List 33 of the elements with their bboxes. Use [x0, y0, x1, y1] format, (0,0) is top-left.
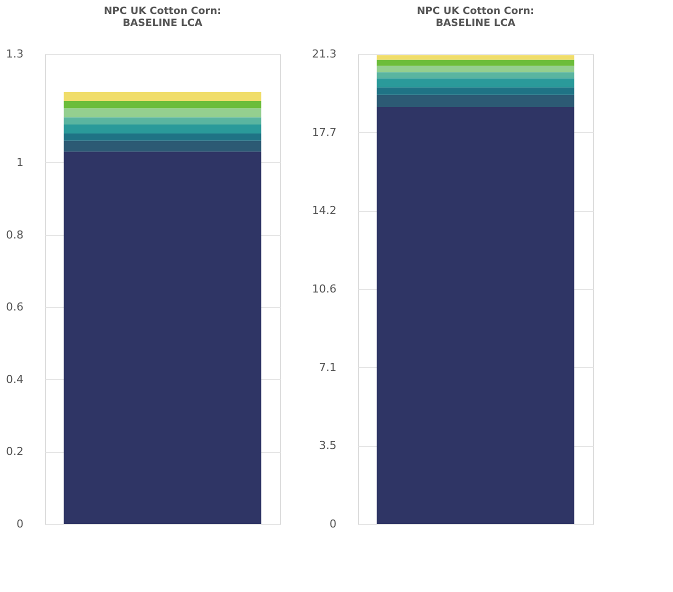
bar: [376, 94, 574, 107]
y-tick-label: 7.1: [319, 360, 336, 374]
y-tick-label: 10.6: [312, 282, 336, 296]
bar: [376, 55, 574, 60]
y-tick-label: 1: [16, 156, 24, 169]
bar: [64, 124, 262, 134]
y-tick-label: 21.3: [312, 48, 336, 60]
y-tick-label: 0.4: [6, 372, 24, 386]
y-tick-label: 0: [330, 518, 336, 530]
y-tick-label: 14.2: [312, 204, 336, 218]
y-tick-label: 0: [16, 518, 24, 530]
y-tick-label: 1.3: [6, 48, 24, 60]
bar: [376, 60, 574, 66]
bar: [376, 87, 574, 95]
y-tick-label: 0.2: [6, 445, 24, 458]
y-tick-label: 0.8: [6, 228, 24, 242]
bar: [376, 72, 574, 78]
bar: [64, 152, 262, 524]
text: NPC UK Cotton Corn:: [416, 6, 534, 17]
y-tick-label: 3.5: [319, 439, 336, 452]
y-tick-label: 17.7: [312, 126, 336, 139]
bar: [64, 134, 262, 141]
bar: [376, 78, 574, 88]
text: BASELINE LCA: [122, 18, 202, 29]
bar: [64, 117, 262, 124]
bar: [376, 66, 574, 72]
bar: [64, 101, 262, 108]
bar: [64, 108, 262, 118]
y-tick-label: 0.6: [6, 300, 24, 314]
bar: [64, 92, 262, 101]
text: NPC UK Cotton Corn:: [104, 6, 222, 17]
text: BASELINE LCA: [436, 18, 516, 29]
bar: [64, 140, 262, 152]
